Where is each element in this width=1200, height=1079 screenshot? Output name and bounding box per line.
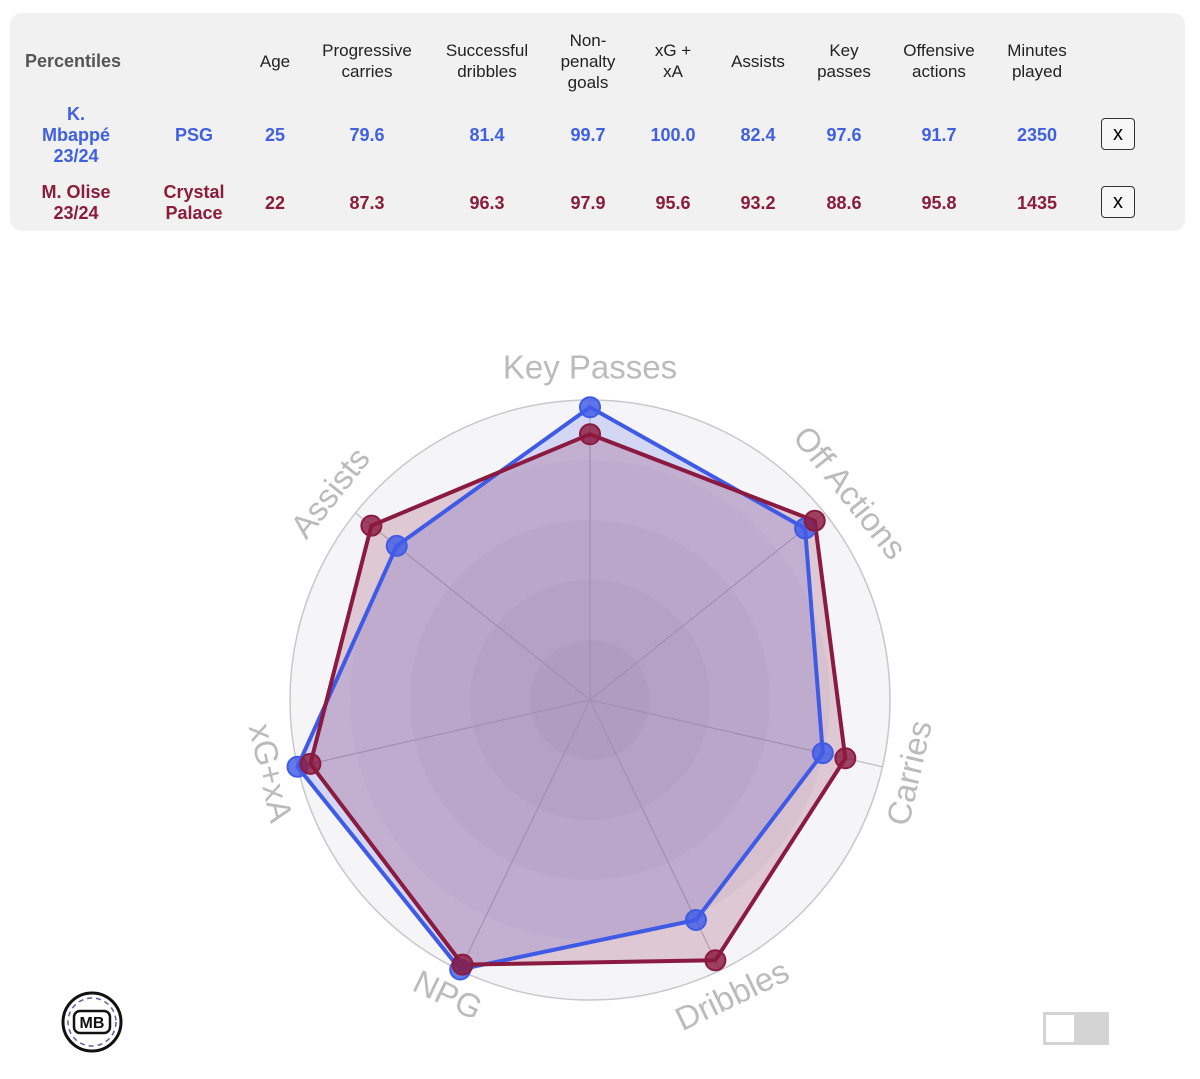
player-name: K. Mbappé 23/24 [41,103,110,166]
column-header[interactable]: Progressive carries [322,41,412,81]
remove-player-button[interactable]: x [1101,118,1135,150]
stat-value: 97.9 [570,192,606,213]
team-name: Crystal Palace [163,182,225,223]
data-point [803,509,826,532]
stat-value: 81.4 [469,124,505,145]
column-header[interactable]: Age [259,51,291,71]
stat-value: 99.7 [570,124,606,145]
player-name: M. Olise 23/24 [41,182,111,223]
column-header[interactable]: Assists [731,51,785,71]
stat-value: 93.2 [740,192,776,213]
data-point [299,752,322,775]
table-title: Percentiles [25,50,122,71]
data-point [834,747,857,770]
team-name: PSG [174,124,213,145]
data-point [579,396,601,419]
series-line [295,405,825,972]
data-point [579,423,601,446]
stat-value: 97.6 [826,124,862,145]
data-point [385,534,408,557]
stat-value: 100.0 [650,124,696,145]
stat-value: 1435 [1016,192,1058,213]
data-point [684,909,707,932]
series-area [310,434,846,965]
stat-value: 96.3 [469,192,505,213]
stat-value: 91.7 [921,124,957,145]
radar-spoke [297,699,591,768]
stat-value: 79.6 [349,124,385,145]
column-header[interactable]: xG + xA [654,41,692,81]
column-header[interactable]: Successful dribbles [445,41,529,81]
stat-value: 2350 [1016,124,1058,145]
stat-value: 82.4 [740,124,776,145]
axis-label: Key Passes [503,349,677,386]
column-header[interactable]: Offensive actions [903,41,975,81]
column-header[interactable]: Key passes [817,41,871,81]
radar-spoke [589,699,883,768]
column-header[interactable]: Non-penalty goals [560,30,616,92]
stat-value: 87.3 [349,192,385,213]
stat-value: 95.6 [655,192,691,213]
stat-value: 95.8 [921,192,957,213]
radar-spoke [459,699,591,971]
series-line [308,432,848,967]
mb-logo: MB [61,991,123,1053]
stat-value: 25 [264,124,286,145]
stat-value: 88.6 [826,192,862,213]
data-point [811,742,834,765]
radar-spoke [589,512,825,701]
data-point [451,953,474,976]
toggle-knob[interactable] [1046,1015,1074,1042]
remove-player-button[interactable]: x [1101,186,1135,218]
data-point [704,949,727,972]
data-point [360,514,383,537]
series-area [297,407,823,970]
column-header[interactable]: Minutes played [1007,41,1067,81]
svg-text:MB: MB [80,1015,105,1032]
percentiles-table: Percentiles Age Progressive carries Success… [10,13,1185,231]
stat-value: 22 [264,192,286,213]
